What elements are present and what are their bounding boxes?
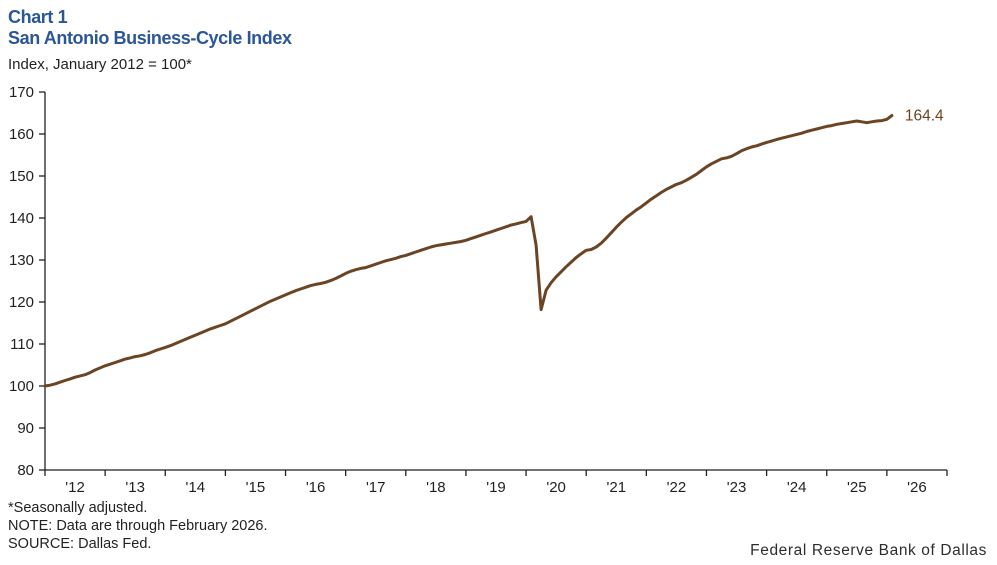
chart-title: San Antonio Business-Cycle Index	[8, 28, 292, 48]
y-tick-label: 150	[9, 168, 34, 185]
chart-header: Chart 1 San Antonio Business-Cycle Index	[8, 7, 292, 49]
x-tick-label: '13	[125, 479, 145, 496]
y-tick-label: 90	[17, 420, 34, 437]
x-tick-label: '23	[727, 479, 747, 496]
footnote-note: NOTE: Data are through February 2026.	[8, 518, 268, 534]
footnote-seasonally-adjusted: *Seasonally adjusted.	[8, 500, 148, 516]
x-tick-label: '16	[306, 479, 326, 496]
footnotes: *Seasonally adjusted. NOTE: Data are thr…	[8, 499, 268, 553]
y-tick-label: 80	[17, 462, 34, 479]
x-tick-label: '19	[486, 479, 506, 496]
axis-units-label: Index, January 2012 = 100*	[8, 56, 192, 73]
x-tick-label: '15	[246, 479, 266, 496]
footnote-source: SOURCE: Dallas Fed.	[8, 536, 152, 552]
index-line	[43, 114, 894, 388]
x-tick-label: '14	[186, 479, 206, 496]
x-tick-label: '12	[65, 479, 85, 496]
x-tick-label: '20	[546, 479, 566, 496]
x-tick-label: '24	[787, 479, 807, 496]
x-tick-label: '21	[606, 479, 626, 496]
org-wordmark: Federal Reserve Bank of Dallas	[750, 542, 987, 559]
x-tick-label: '18	[426, 479, 446, 496]
end-value-label: 164.4	[905, 108, 944, 125]
y-tick-label: 130	[9, 252, 34, 269]
y-tick-label: 110	[10, 336, 34, 353]
y-tick-label: 140	[9, 210, 34, 227]
y-tick-label: 160	[9, 126, 34, 143]
x-tick-label: '25	[847, 479, 867, 496]
x-tick-label: '22	[667, 479, 687, 496]
y-tick-label: 170	[9, 84, 34, 101]
chart-number: Chart 1	[8, 7, 68, 27]
y-tick-label: 120	[9, 294, 34, 311]
y-tick-label: 100	[9, 378, 34, 395]
x-tick-label: '26	[907, 479, 927, 496]
x-tick-label: '17	[366, 479, 386, 496]
